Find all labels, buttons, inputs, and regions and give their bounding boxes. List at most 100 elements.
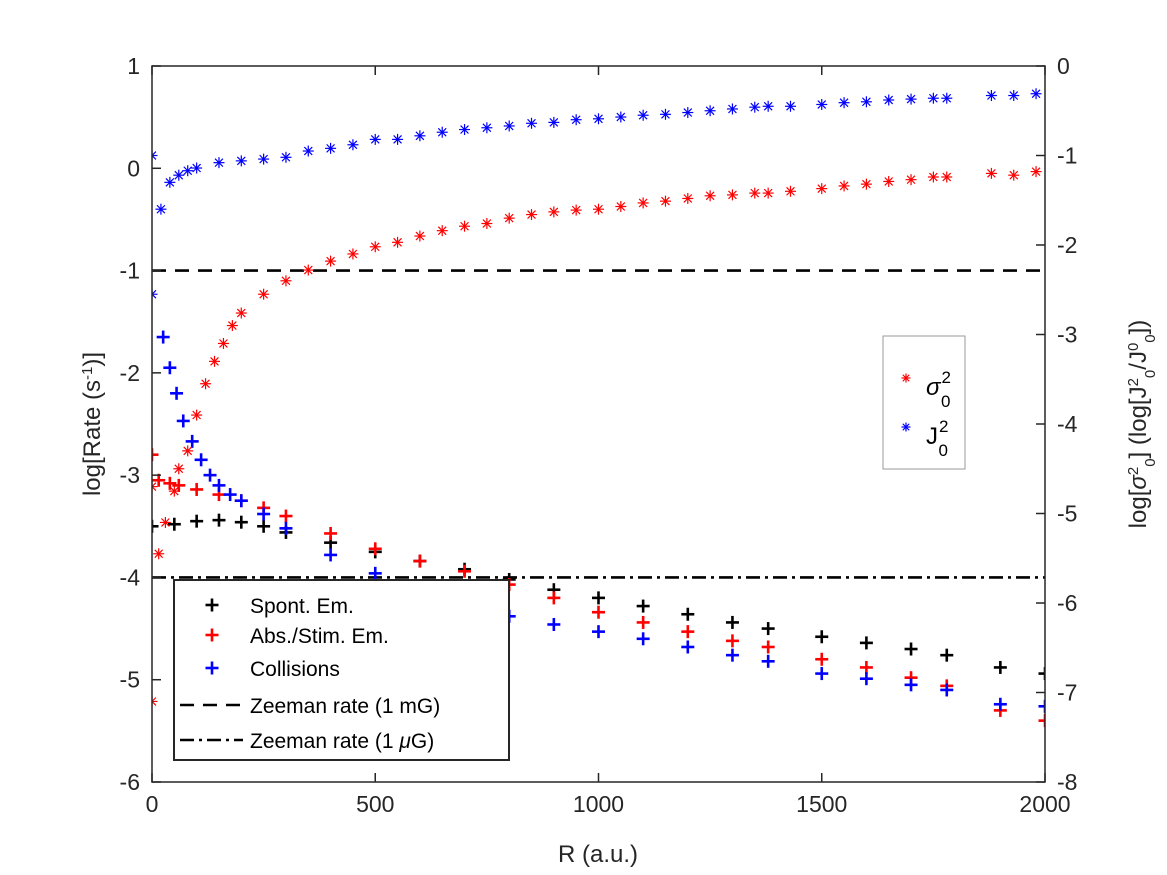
series-2-point [368,566,382,580]
series-0-point [152,519,159,533]
series-3-point [593,113,604,125]
series-2-point [681,640,695,654]
series-4-point [749,187,761,199]
series-1-point [163,476,177,490]
right-legend: σ2 0 J2 0 [882,335,966,470]
series-4-point [200,378,212,390]
series-3-point [570,114,582,126]
series-4-point [152,481,158,493]
series-2-point [170,386,184,400]
series-4-point [985,167,997,179]
series-4-point [726,189,738,201]
series-3-point [1008,90,1020,102]
series-3-point [860,96,872,108]
series-3 [152,88,1042,300]
series-3-point [325,142,337,154]
series-4-point [392,236,404,248]
series-3-point [985,90,997,102]
left-y-tick-label: -4 [120,564,141,590]
right-y-tick-label: -7 [1057,680,1077,706]
series-3-point [152,288,158,300]
series-1-point [152,473,166,487]
series-4-point [182,445,194,457]
series-3-point [369,133,381,145]
x-tick-label: 1000 [573,791,624,817]
series-3-point [481,122,493,134]
series-3-point [213,157,225,169]
series-4-point [816,183,828,195]
series-4-point [459,220,471,232]
series-0-point [859,636,873,650]
series-4 [152,166,1042,707]
series-4-point [704,190,716,202]
series-2-point [904,678,918,692]
series-3-point [182,165,194,177]
series-0-point [761,622,775,636]
series-0-point [904,642,918,656]
series-3-point [164,176,176,188]
series-2-point [815,667,829,681]
series-0-point [815,630,829,644]
series-1-point [458,564,472,578]
series-2-point [212,478,226,492]
series-1-point [172,478,186,492]
series-4-point [526,209,538,221]
series-1-point [859,660,873,674]
legend-right-marker-0 [901,373,911,383]
series-0-point [257,519,271,533]
series-3-point [235,155,247,167]
series-3-point [659,108,671,120]
series-2-point [940,683,954,697]
series-4-point [762,187,774,199]
series-3-point [526,117,538,129]
legend-label-abs-stim-em: Abs./Stim. Em. [250,625,389,648]
series-2-point [324,548,338,562]
series-3-point [762,100,774,112]
legend-label-collisions: Collisions [250,658,340,681]
series-3-point [392,133,404,145]
legend-marker-2 [205,661,219,675]
series-2-point [859,672,873,686]
series-1-point [592,605,605,619]
series-4-point [258,288,270,300]
series-2-point [636,632,650,646]
series-4-point [414,230,426,242]
series-4-point [226,320,238,332]
series-4-point [593,203,604,215]
series-3-point [682,107,694,119]
right-y-tick-label: -5 [1057,501,1077,527]
right-y-tick-label: -4 [1057,411,1078,437]
legend-marker-0 [205,598,219,612]
series-3-point [302,145,314,157]
series-2-point [725,648,739,662]
series-2 [156,330,1045,713]
legend-marker-1 [205,628,219,642]
left-y-tick-label: -6 [120,769,140,795]
series-4-point [280,275,292,287]
series-4-point [615,201,627,213]
right-y-tick-label: -1 [1057,143,1077,169]
series-4-point [548,206,560,218]
series-1-point [152,448,159,462]
series-4-point [659,195,671,207]
series-3-point [191,162,203,174]
legend-label-zeeman-1mg: Zeeman rate (1 mG) [250,695,440,718]
legend-label-spont-em: Spont. Em. [250,595,354,618]
right-legend-box [882,335,966,470]
series-1-point [279,509,293,523]
series-3-point [905,93,917,105]
series-3-point [637,109,649,121]
series-4-point [682,192,694,204]
series-2-point [176,414,190,428]
series-2-point [279,521,293,535]
series-1-point [1038,714,1045,728]
series-3-point [1030,88,1042,100]
series-3-point [726,103,738,115]
series-0-point [190,514,204,528]
series-4-point [637,197,649,209]
series-3-point [280,151,292,163]
series-1-point [413,554,427,568]
x-tick-label: 0 [146,791,159,817]
series-1-point [815,652,829,666]
tick-layer: 0 500 1000 1500 200010-1-2-3-4-5-60-1-2-3-4-… [120,53,1078,817]
